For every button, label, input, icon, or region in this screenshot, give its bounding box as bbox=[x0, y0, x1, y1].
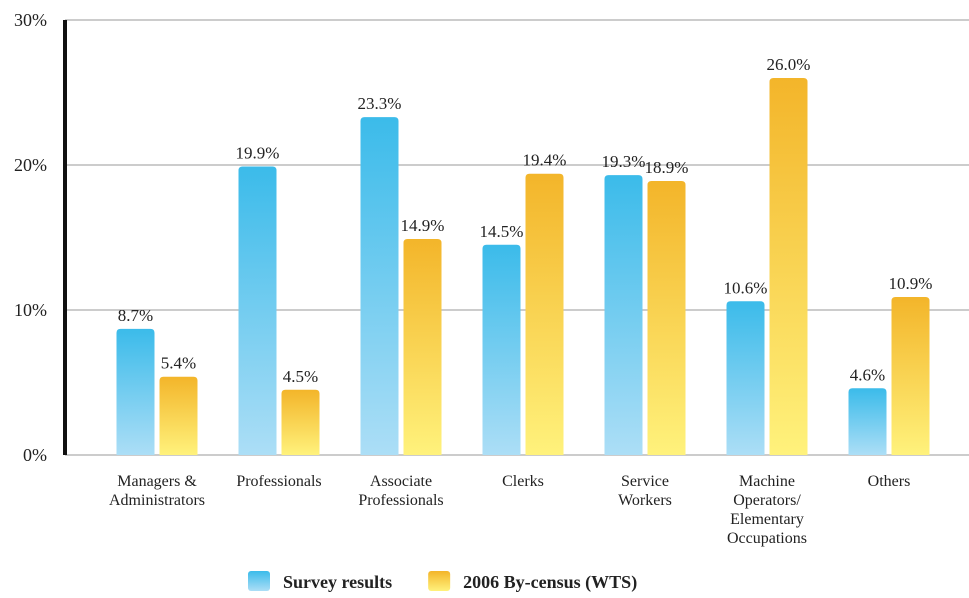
bar bbox=[726, 301, 765, 455]
bar bbox=[482, 244, 521, 455]
x-tick-label: Associate Professionals bbox=[358, 473, 444, 509]
y-tick-label: 20% bbox=[14, 155, 47, 175]
value-label: 8.7% bbox=[118, 306, 153, 325]
value-label: 10.6% bbox=[724, 278, 768, 297]
value-label: 14.5% bbox=[480, 222, 524, 241]
bar bbox=[525, 173, 564, 455]
value-label: 19.9% bbox=[236, 143, 280, 162]
bar bbox=[159, 376, 198, 455]
value-label: 23.3% bbox=[358, 94, 402, 113]
x-tick-label: Clerks bbox=[502, 473, 544, 490]
y-tick-label: 10% bbox=[14, 300, 47, 320]
x-tick-label: Professionals bbox=[236, 473, 322, 490]
legend-label: 2006 By-census (WTS) bbox=[463, 572, 637, 593]
bar bbox=[281, 389, 320, 455]
value-label: 5.4% bbox=[161, 354, 196, 373]
value-label: 10.9% bbox=[889, 274, 933, 293]
value-label: 18.9% bbox=[645, 158, 689, 177]
value-label: 4.5% bbox=[283, 367, 318, 386]
bar bbox=[769, 78, 808, 455]
bar bbox=[116, 328, 155, 455]
x-tick-label: Managers & Administrators bbox=[109, 473, 205, 509]
x-tick-label: Others bbox=[867, 473, 911, 490]
value-label: 26.0% bbox=[767, 55, 811, 74]
bar bbox=[360, 117, 399, 456]
value-label: 4.6% bbox=[850, 365, 885, 384]
value-label: 19.4% bbox=[523, 151, 567, 170]
legend-swatch bbox=[428, 571, 451, 591]
bar bbox=[604, 175, 643, 455]
x-tick-label: Machine Operators/ Elementary Occupation… bbox=[727, 473, 807, 547]
bar bbox=[403, 238, 442, 455]
bar bbox=[647, 180, 686, 455]
legend-swatch bbox=[248, 571, 270, 591]
value-label: 19.3% bbox=[602, 152, 646, 171]
y-tick-label: 30% bbox=[14, 10, 47, 30]
bar bbox=[891, 296, 930, 455]
value-label: 14.9% bbox=[401, 216, 445, 235]
bar bbox=[238, 166, 277, 455]
x-tick-label: Service Workers bbox=[618, 473, 672, 509]
y-tick-label: 0% bbox=[23, 445, 47, 465]
bar bbox=[848, 388, 887, 455]
legend-label: Survey results bbox=[283, 572, 392, 592]
